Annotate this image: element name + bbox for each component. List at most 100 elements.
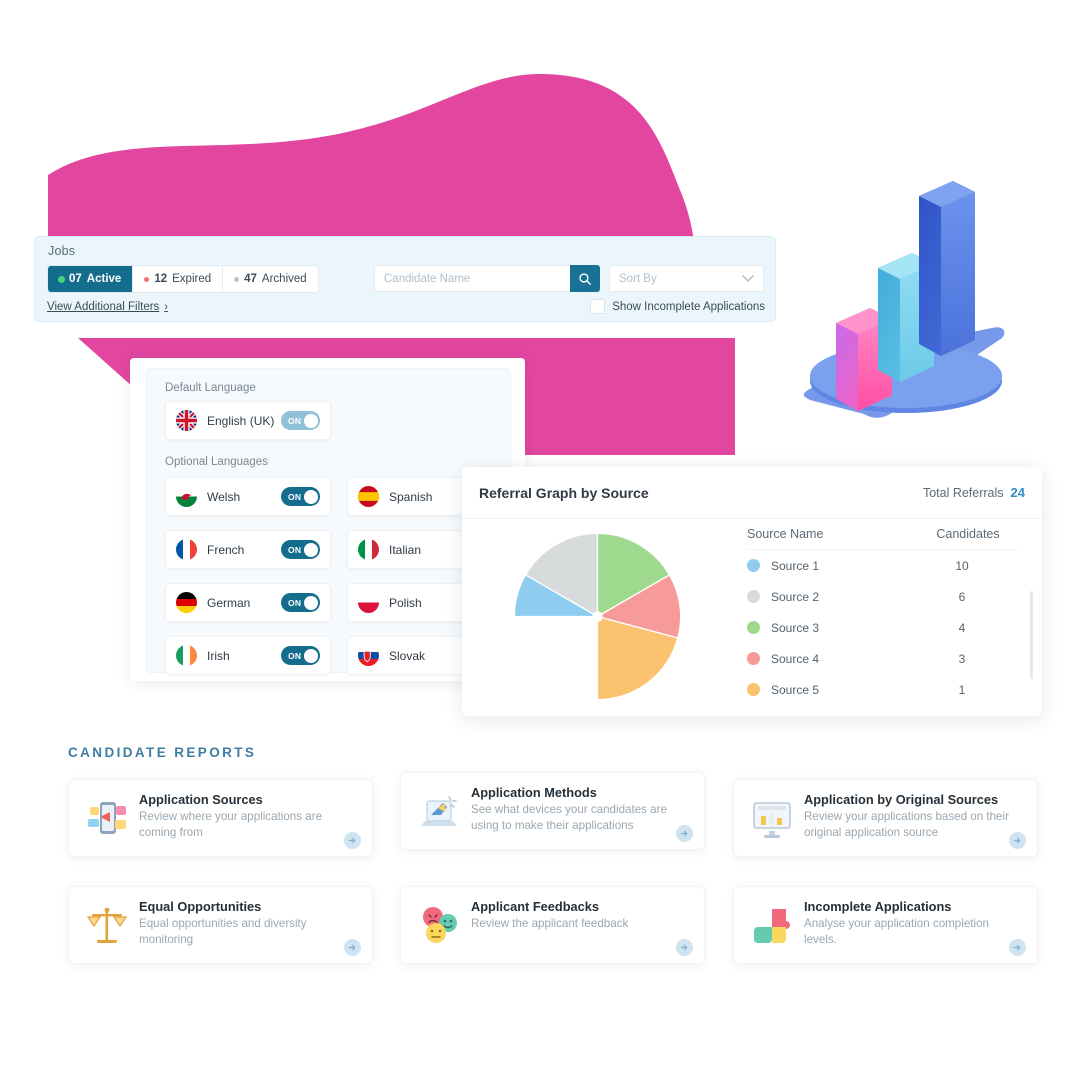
arrow-right-icon xyxy=(348,837,356,844)
source-candidates: 3 xyxy=(958,651,966,666)
poland-flag-icon xyxy=(358,592,379,613)
legend-swatch xyxy=(747,652,760,665)
report-card-desc: Analyse your application completion leve… xyxy=(804,917,989,947)
referral-pie-chart xyxy=(510,529,685,704)
tab-active-jobs[interactable]: 07 Active xyxy=(48,266,133,292)
tab-archived-jobs[interactable]: 47 Archived xyxy=(222,266,318,292)
language-row-french[interactable]: French ON xyxy=(165,530,331,569)
referral-card-header: Referral Graph by Source Total Referrals… xyxy=(462,467,1042,519)
toggle-label: ON xyxy=(288,415,302,426)
bar-chart-illustration xyxy=(803,181,1005,418)
column-candidates: Candidates xyxy=(936,527,1000,541)
report-card-title: Application Methods xyxy=(471,785,597,800)
language-panel-inner: Default Language English (UK) ON xyxy=(146,368,513,675)
search-button[interactable] xyxy=(570,265,600,292)
report-card-arrow-button[interactable] xyxy=(676,825,693,842)
legend-swatch xyxy=(747,559,760,572)
language-row-english[interactable]: English (UK) ON xyxy=(165,401,331,440)
status-dot-green xyxy=(59,276,64,282)
source-name: Source 5 xyxy=(771,682,820,697)
report-card-applicant-feedbacks[interactable]: Applicant Feedbacks Review the applicant… xyxy=(400,886,705,964)
report-card-arrow-button[interactable] xyxy=(1009,832,1026,849)
report-card-title: Applicant Feedbacks xyxy=(471,899,600,914)
ireland-flag-icon xyxy=(176,645,197,666)
report-card-equal-opportunities[interactable]: Equal Opportunities Equal opportunities … xyxy=(68,886,373,964)
language-toggle-french[interactable]: ON xyxy=(281,540,320,559)
germany-flag-icon xyxy=(176,592,197,613)
emoji-faces-icon xyxy=(423,907,457,943)
report-card-desc: Review where your applications are comin… xyxy=(139,810,323,840)
language-row-irish[interactable]: Irish ON xyxy=(165,636,331,675)
report-card-application-original-sources[interactable]: Application by Original Sources Review y… xyxy=(733,779,1038,857)
report-card-title: Application by Original Sources xyxy=(804,792,999,807)
language-settings-panel: Default Language English (UK) ON xyxy=(130,358,525,681)
referral-graph-card: Referral Graph by Source Total Referrals… xyxy=(462,467,1042,716)
show-incomplete-applications-checkbox[interactable]: Show Incomplete Applications xyxy=(590,299,765,314)
report-card-arrow-button[interactable] xyxy=(344,832,361,849)
total-referrals: Total Referrals 24 xyxy=(923,485,1025,500)
tab-expired-label: Expired xyxy=(172,273,212,285)
table-header-row: Source Name Candidates xyxy=(747,527,1017,550)
report-card-arrow-button[interactable] xyxy=(1009,939,1026,956)
total-referrals-label: Total Referrals xyxy=(922,486,1004,500)
language-toggle-german[interactable]: ON xyxy=(281,593,320,612)
sort-by-select[interactable]: Sort By xyxy=(609,265,764,292)
source-candidates: 1 xyxy=(958,682,966,697)
toggle-label: ON xyxy=(288,491,302,502)
report-card-desc: Review your applications based on their … xyxy=(804,810,1009,840)
toggle-knob xyxy=(303,542,318,557)
language-row-welsh[interactable]: Welsh ON xyxy=(165,477,331,516)
view-additional-filters-label: View Additional Filters xyxy=(47,301,160,313)
legend-swatch xyxy=(747,590,760,603)
arrow-right-icon xyxy=(348,944,356,951)
chevron-right-icon: › xyxy=(164,301,168,313)
tab-expired-jobs[interactable]: 12 Expired xyxy=(132,266,222,292)
tab-active-count: 07 xyxy=(69,273,82,285)
tab-archived-count: 47 xyxy=(244,273,257,285)
search-icon xyxy=(579,272,591,285)
report-card-desc: See what devices your candidates are usi… xyxy=(471,803,667,833)
language-name: Polish xyxy=(389,595,422,610)
language-name: English (UK) xyxy=(207,413,275,428)
table-row: Source 5 1 xyxy=(747,674,1017,705)
language-name: French xyxy=(207,542,245,557)
arrow-right-icon xyxy=(680,944,688,951)
language-row-german[interactable]: German ON xyxy=(165,583,331,622)
view-additional-filters-link[interactable]: View Additional Filters › xyxy=(47,301,168,313)
toggle-knob xyxy=(303,413,318,428)
report-card-title: Equal Opportunities xyxy=(139,899,262,914)
source-candidates: 6 xyxy=(958,589,966,604)
toggle-knob xyxy=(303,595,318,610)
language-toggle-english[interactable]: ON xyxy=(281,411,320,430)
france-flag-icon xyxy=(176,539,197,560)
jobs-panel-title: Jobs xyxy=(48,244,76,258)
report-card-arrow-button[interactable] xyxy=(676,939,693,956)
tab-expired-count: 12 xyxy=(154,273,168,285)
page-title: CANDIDATE REPORTS xyxy=(68,745,257,760)
sort-by-label: Sort By xyxy=(619,272,657,285)
column-source-name: Source Name xyxy=(747,527,824,541)
table-row: Source 4 3 xyxy=(747,643,1017,674)
language-name: Irish xyxy=(207,648,230,663)
source-candidates: 10 xyxy=(955,558,969,573)
table-row: Source 3 4 xyxy=(747,612,1017,643)
source-name: Source 2 xyxy=(771,589,820,604)
total-referrals-value: 24 xyxy=(1010,485,1025,500)
table-scrollbar[interactable] xyxy=(1030,591,1033,679)
language-toggle-irish[interactable]: ON xyxy=(281,646,320,665)
search-input[interactable] xyxy=(374,265,570,292)
table-row: Source 1 10 xyxy=(747,550,1017,581)
report-card-application-sources[interactable]: Application Sources Review where your ap… xyxy=(68,779,373,857)
report-card-arrow-button[interactable] xyxy=(344,939,361,956)
italy-flag-icon xyxy=(358,539,379,560)
checkbox-box[interactable] xyxy=(590,299,606,314)
chevron-down-icon xyxy=(742,274,754,282)
status-dot-red xyxy=(144,276,150,282)
uk-flag-icon xyxy=(176,410,197,431)
status-dot-grey xyxy=(234,276,240,282)
language-toggle-welsh[interactable]: ON xyxy=(281,487,320,506)
report-card-incomplete-applications[interactable]: Incomplete Applications Analyse your app… xyxy=(733,886,1038,964)
report-card-desc: Review the applicant feedback xyxy=(471,917,629,930)
report-card-application-methods[interactable]: Application Methods See what devices you… xyxy=(400,772,705,850)
